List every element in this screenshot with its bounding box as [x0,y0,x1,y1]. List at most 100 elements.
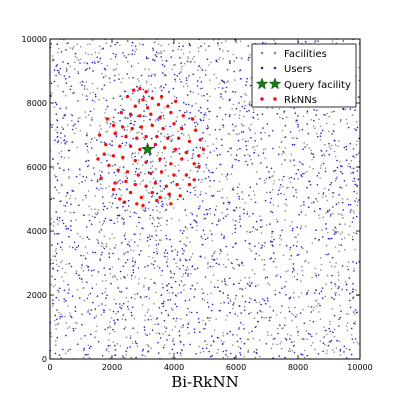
user-point [126,243,129,246]
facility-point [203,233,206,236]
facility-point [242,138,244,141]
user-point [162,346,165,349]
user-point [146,240,149,242]
user-point [194,125,197,128]
user-point [336,159,338,162]
x-tick-label: 10000 [347,363,372,372]
facility-point [95,330,97,333]
user-point [339,316,342,319]
user-point [93,317,96,319]
facility-point [61,267,64,270]
facility-point [101,224,103,226]
user-point [333,170,335,172]
facility-point [293,236,296,238]
user-point [119,290,121,293]
rknn-point [118,197,122,201]
facility-point [228,147,231,150]
facility-point [172,338,174,340]
user-point [268,177,271,179]
facility-point [204,257,206,259]
facility-point [252,337,255,340]
facility-point [64,271,66,274]
facility-point [293,314,295,317]
user-point [61,241,63,243]
user-point [114,108,116,111]
user-point [148,287,150,289]
user-point [127,251,129,253]
user-point [142,348,145,351]
user-point [91,269,93,272]
facility-point [53,319,56,322]
facility-point [208,118,211,121]
user-point [115,53,117,56]
user-point [108,268,111,271]
user-point [285,244,288,247]
facility-point [345,312,348,315]
facility-point [105,121,108,124]
user-point [136,293,139,295]
facility-point [179,78,181,80]
facility-point [196,282,199,284]
user-point [194,220,197,223]
facility-point [217,44,219,47]
facility-point [108,332,111,335]
user-point [354,309,357,311]
facility-point [93,108,95,110]
facility-point [255,170,258,173]
user-point [253,152,256,154]
facility-point [186,236,188,239]
user-point [54,314,57,317]
facility-point [268,284,271,286]
facility-point [127,308,130,311]
facility-point [207,209,209,211]
user-point [67,62,69,65]
user-point [299,312,302,314]
user-point [174,280,177,283]
facility-point [206,293,209,296]
facility-point [248,276,250,279]
facility-point [58,311,60,314]
user-point [310,152,313,155]
facility-point [229,300,232,303]
user-point [307,332,310,335]
user-point [124,319,127,321]
user-point [126,259,129,261]
user-point [134,45,137,48]
facility-point [168,352,171,355]
facility-point [87,114,90,116]
facility-point [209,316,212,319]
user-point [122,302,125,305]
facility-point [82,199,84,201]
user-point [156,193,158,195]
user-point [172,317,175,320]
facility-point [159,211,161,214]
user-point [243,208,245,211]
user-point [164,255,166,258]
facility-point [302,308,304,311]
facility-point [148,345,150,348]
user-point [74,306,77,308]
user-point [199,147,202,149]
user-point [161,72,164,74]
facility-point [174,150,176,153]
user-point [211,309,213,312]
user-point [232,304,234,306]
facility-point [155,291,158,294]
facility-point [210,61,212,64]
user-point [72,246,74,249]
user-point [255,183,258,185]
user-point [261,316,263,319]
facility-point [284,210,287,212]
facility-point [91,117,93,119]
user-point [189,288,192,290]
user-point [348,348,351,351]
user-point [220,250,222,253]
user-point [129,245,131,247]
user-point [55,252,58,255]
facility-point [319,318,322,320]
facility-point [172,148,174,150]
facility-point [71,48,74,50]
user-point [104,205,106,208]
legend-star [255,77,269,90]
user-point [52,302,54,305]
